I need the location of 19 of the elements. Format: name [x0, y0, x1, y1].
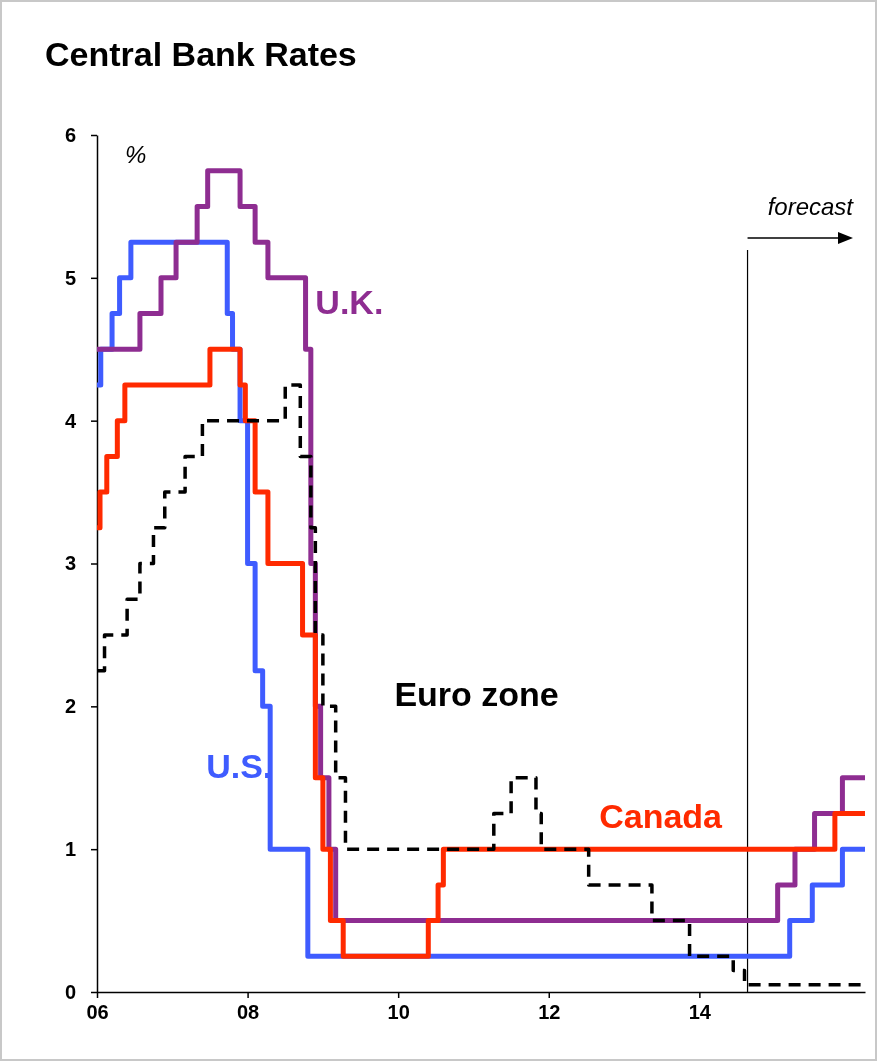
y-tick-label: 3 [64, 552, 76, 575]
x-tick-label: 06 [86, 1001, 109, 1023]
x-tick-label: 14 [688, 1001, 712, 1023]
chart-title: Central Bank Rates [45, 35, 357, 73]
series-label: U.S. [206, 746, 273, 785]
y-tick-label: 0 [64, 980, 76, 1003]
y-axis-title: % [125, 141, 147, 168]
x-tick-label: 08 [236, 1001, 260, 1023]
series-label: U.K. [315, 282, 384, 321]
x-tick-label: 12 [538, 1001, 561, 1023]
series-label: Canada [599, 796, 724, 835]
y-tick-label: 6 [64, 123, 76, 146]
series-label: Euro zone [394, 675, 559, 714]
ref-line-label: forecast [767, 193, 855, 220]
y-tick-label: 1 [64, 838, 76, 861]
y-tick-label: 2 [64, 695, 76, 718]
x-tick-label: 10 [387, 1001, 410, 1023]
y-tick-label: 4 [64, 409, 77, 432]
y-tick-label: 5 [64, 266, 76, 289]
